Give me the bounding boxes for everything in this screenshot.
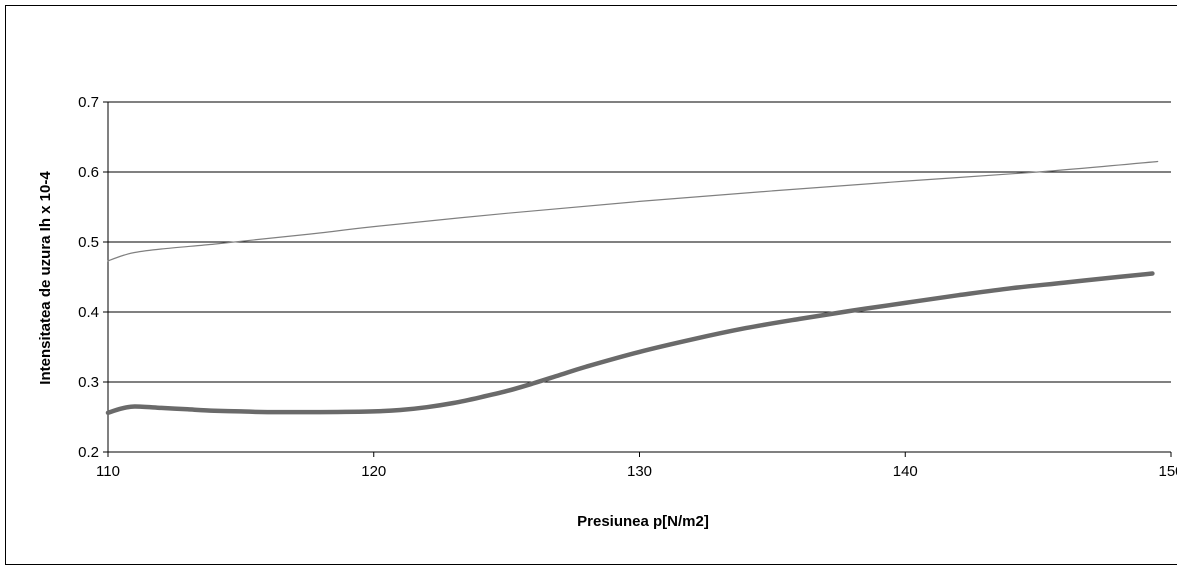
x-axis-title: Presiunea p[N/m2]: [577, 513, 709, 530]
axes: [103, 101, 1172, 457]
x-tick-label: 130: [627, 463, 652, 480]
y-tick-label: 0.3: [78, 374, 99, 391]
y-tick-label: 0.2: [78, 444, 99, 461]
y-tick-label: 0.6: [78, 164, 99, 181]
y-axis-title: Intensitatea de uzura Ih x 10-4: [37, 171, 54, 385]
y-tick-label: 0.7: [78, 94, 99, 111]
x-tick-label: 110: [96, 463, 120, 480]
y-tick-label: 0.4: [78, 304, 99, 321]
y-tick-label: 0.5: [78, 234, 99, 251]
tick-labels: 0.2 0.3 0.4 0.5 0.6 0.7 110 120 130 140 150: [78, 94, 1177, 480]
chart-area: [5, 5, 1177, 565]
x-tick-label: 140: [893, 463, 918, 480]
series-line-2: [105, 271, 1155, 416]
x-tick-label: 150: [1158, 463, 1177, 480]
chart: 0.2 0.3 0.4 0.5 0.6 0.7 110 120 130 140 150 Presiu…: [37, 94, 1177, 530]
series-line-1: [107, 160, 1159, 262]
gridlines: [108, 101, 1171, 383]
x-tick-label: 120: [361, 463, 386, 480]
series: [105, 160, 1159, 416]
